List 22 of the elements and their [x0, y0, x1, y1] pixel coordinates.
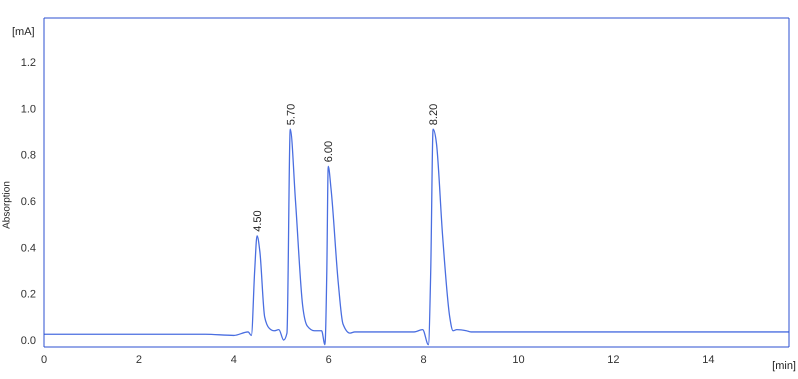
x-tick-label: 8: [420, 354, 427, 366]
x-tick-label: 4: [230, 354, 237, 366]
annotation: 6.00: [323, 140, 336, 162]
annotation: 8.20: [428, 104, 440, 126]
x-tick-label: 12: [607, 354, 620, 366]
x-axis-title: [min]: [772, 360, 796, 372]
y-tick-label: 1.2: [20, 56, 36, 69]
x-tick-label: 0: [40, 354, 48, 366]
y-tick-label: 0.8: [20, 150, 36, 162]
x-tick-label: 6: [326, 354, 332, 366]
y-tick-label: 0.0: [20, 334, 36, 347]
y-axis-title: Absorption: [2, 181, 12, 229]
annotation: 4.50: [252, 210, 264, 232]
y-tick-label: 0.4: [20, 242, 36, 254]
y-tick-label: 0.6: [20, 196, 36, 208]
y-tick-label: 1.0: [20, 103, 36, 116]
text: [mA]: [12, 26, 35, 38]
x-tick-label: 2: [136, 354, 142, 366]
y-tick-label: 0.2: [20, 288, 36, 301]
annotation: 5.70: [285, 104, 298, 126]
x-tick-label: 10: [512, 354, 525, 366]
x-tick-label: 14: [702, 354, 714, 366]
